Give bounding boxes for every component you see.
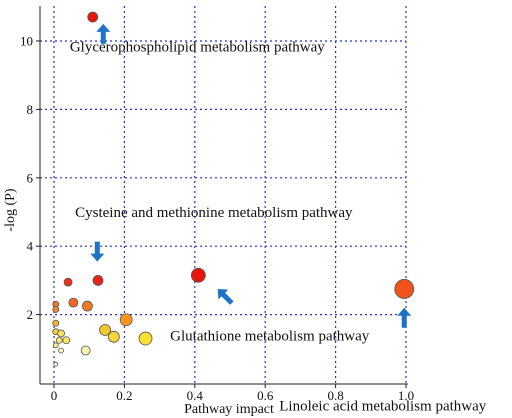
annotation-label: Linoleic acid metabolism pathway — [279, 398, 487, 414]
x-axis-label: Pathway impact — [184, 402, 274, 417]
x-tick-label: 0.2 — [116, 388, 132, 403]
x-tick-label: 0.8 — [327, 388, 343, 403]
data-point — [58, 347, 64, 354]
y-tick-label: 8 — [27, 102, 34, 117]
y-tick-label: 2 — [27, 307, 34, 322]
data-point — [80, 345, 91, 356]
annotation-arrow — [96, 23, 111, 44]
data-point — [99, 324, 111, 336]
data-point — [107, 330, 120, 343]
annotation-label: Cysteine and methionine metabolism pathw… — [75, 205, 353, 221]
data-point — [190, 267, 206, 283]
data-point — [87, 11, 99, 23]
x-tick-label: 0.6 — [257, 388, 274, 403]
y-axis-label: -log (P) — [3, 188, 18, 232]
data-point — [57, 329, 65, 338]
data-point — [52, 306, 60, 313]
annotation-label: Glycerophospholipid metabolism pathway — [70, 39, 325, 55]
y-tick-label: 10 — [20, 34, 33, 49]
data-point — [82, 300, 93, 312]
x-tick-label: 0 — [51, 388, 58, 403]
annotation-arrow — [217, 288, 234, 305]
data-point — [92, 274, 104, 286]
annotation-arrows — [90, 23, 412, 328]
y-tick-label: 4 — [27, 239, 34, 254]
annotation-label: Glutathione metabolism pathway — [170, 328, 370, 344]
x-tick-label: 0.4 — [187, 388, 204, 403]
data-point — [63, 277, 73, 287]
data-point — [138, 331, 153, 346]
data-point — [53, 361, 59, 367]
y-ticks: 2 4 6 8 10 — [20, 34, 40, 322]
data-point — [394, 279, 415, 299]
x-ticks: 0 0.2 0.4 0.6 0.8 1.0 — [51, 384, 414, 403]
annotations: Glycerophospholipid metabolism pathway Cy… — [70, 39, 487, 414]
x-tick-label: 1.0 — [398, 388, 414, 403]
data-point — [119, 313, 133, 327]
annotation-arrow — [397, 307, 412, 328]
data-point — [62, 336, 71, 345]
axes — [39, 6, 408, 385]
data-point — [52, 319, 60, 327]
data-point — [55, 336, 63, 344]
data-points — [52, 11, 415, 367]
data-point — [68, 297, 79, 308]
data-point — [52, 342, 59, 349]
y-tick-label: 6 — [27, 170, 34, 185]
annotation-arrow — [90, 241, 105, 262]
